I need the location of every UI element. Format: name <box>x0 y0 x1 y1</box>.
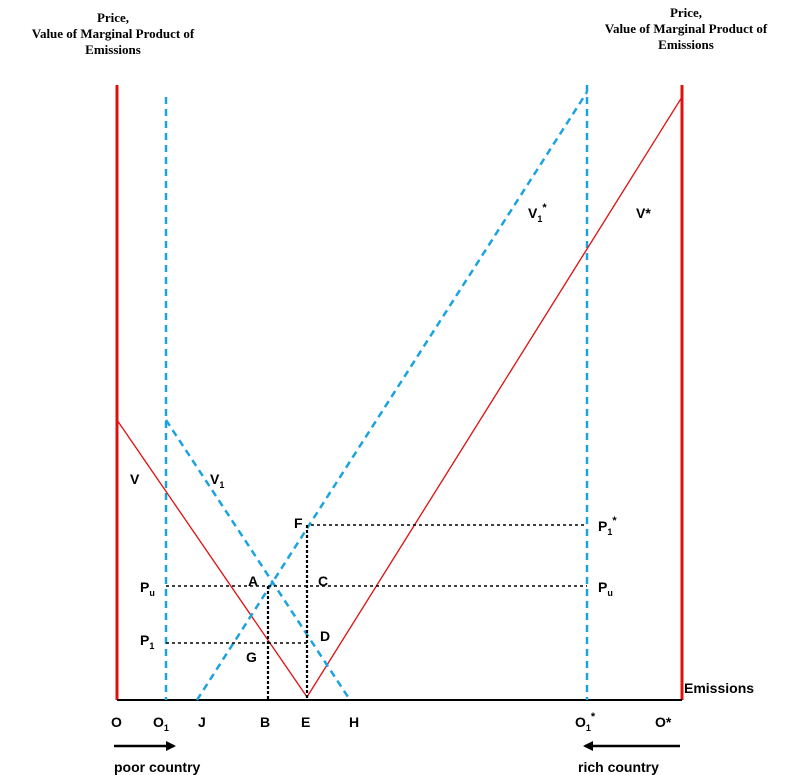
label-vstar: V* <box>636 205 651 221</box>
emissions-axis-label: Emissions <box>684 680 754 696</box>
price-pu-right: Pu <box>598 579 613 598</box>
v1-curve <box>164 419 352 701</box>
label-v1: V1 <box>210 471 224 490</box>
left-heading-line2: Value of Marginal Product of <box>32 26 195 41</box>
tick-o: O <box>111 714 122 730</box>
v1star-curve <box>195 91 589 701</box>
point-c: C <box>318 573 328 589</box>
price-pu-left: Pu <box>140 579 155 598</box>
point-d: D <box>320 628 330 644</box>
x-axis-labels: O O1 J B E H O1* O* <box>111 711 672 733</box>
tick-o1star: O1* <box>575 711 596 733</box>
price-p1star: P1* <box>598 515 617 537</box>
label-v1star: V1* <box>528 202 547 224</box>
left-heading-line1: Price, <box>97 10 129 25</box>
v-curve <box>116 419 308 698</box>
tick-ostar: O* <box>655 714 672 730</box>
vstar-curve <box>306 96 683 698</box>
rich-country-label: rich country <box>578 759 659 775</box>
tick-j: J <box>198 714 206 730</box>
tick-o1: O1 <box>153 714 169 733</box>
left-axis-heading: Price, Value of Marginal Product of Emis… <box>32 10 195 57</box>
point-f: F <box>294 515 303 531</box>
right-heading-line1: Price, <box>670 5 702 20</box>
point-a: A <box>248 573 258 589</box>
dotted-guides <box>166 524 587 700</box>
poor-country-label: poor country <box>114 759 201 775</box>
right-heading-line2: Value of Marginal Product of <box>605 21 768 36</box>
right-axis-heading: Price, Value of Marginal Product of Emis… <box>605 5 768 52</box>
left-heading-line3: Emissions <box>85 42 141 57</box>
tick-e: E <box>301 714 310 730</box>
label-v: V <box>130 471 140 487</box>
price-p1-left: P1 <box>140 632 154 651</box>
right-heading-line3: Emissions <box>658 37 714 52</box>
point-g: G <box>246 649 257 665</box>
tick-b: B <box>260 714 270 730</box>
tick-h: H <box>349 714 359 730</box>
